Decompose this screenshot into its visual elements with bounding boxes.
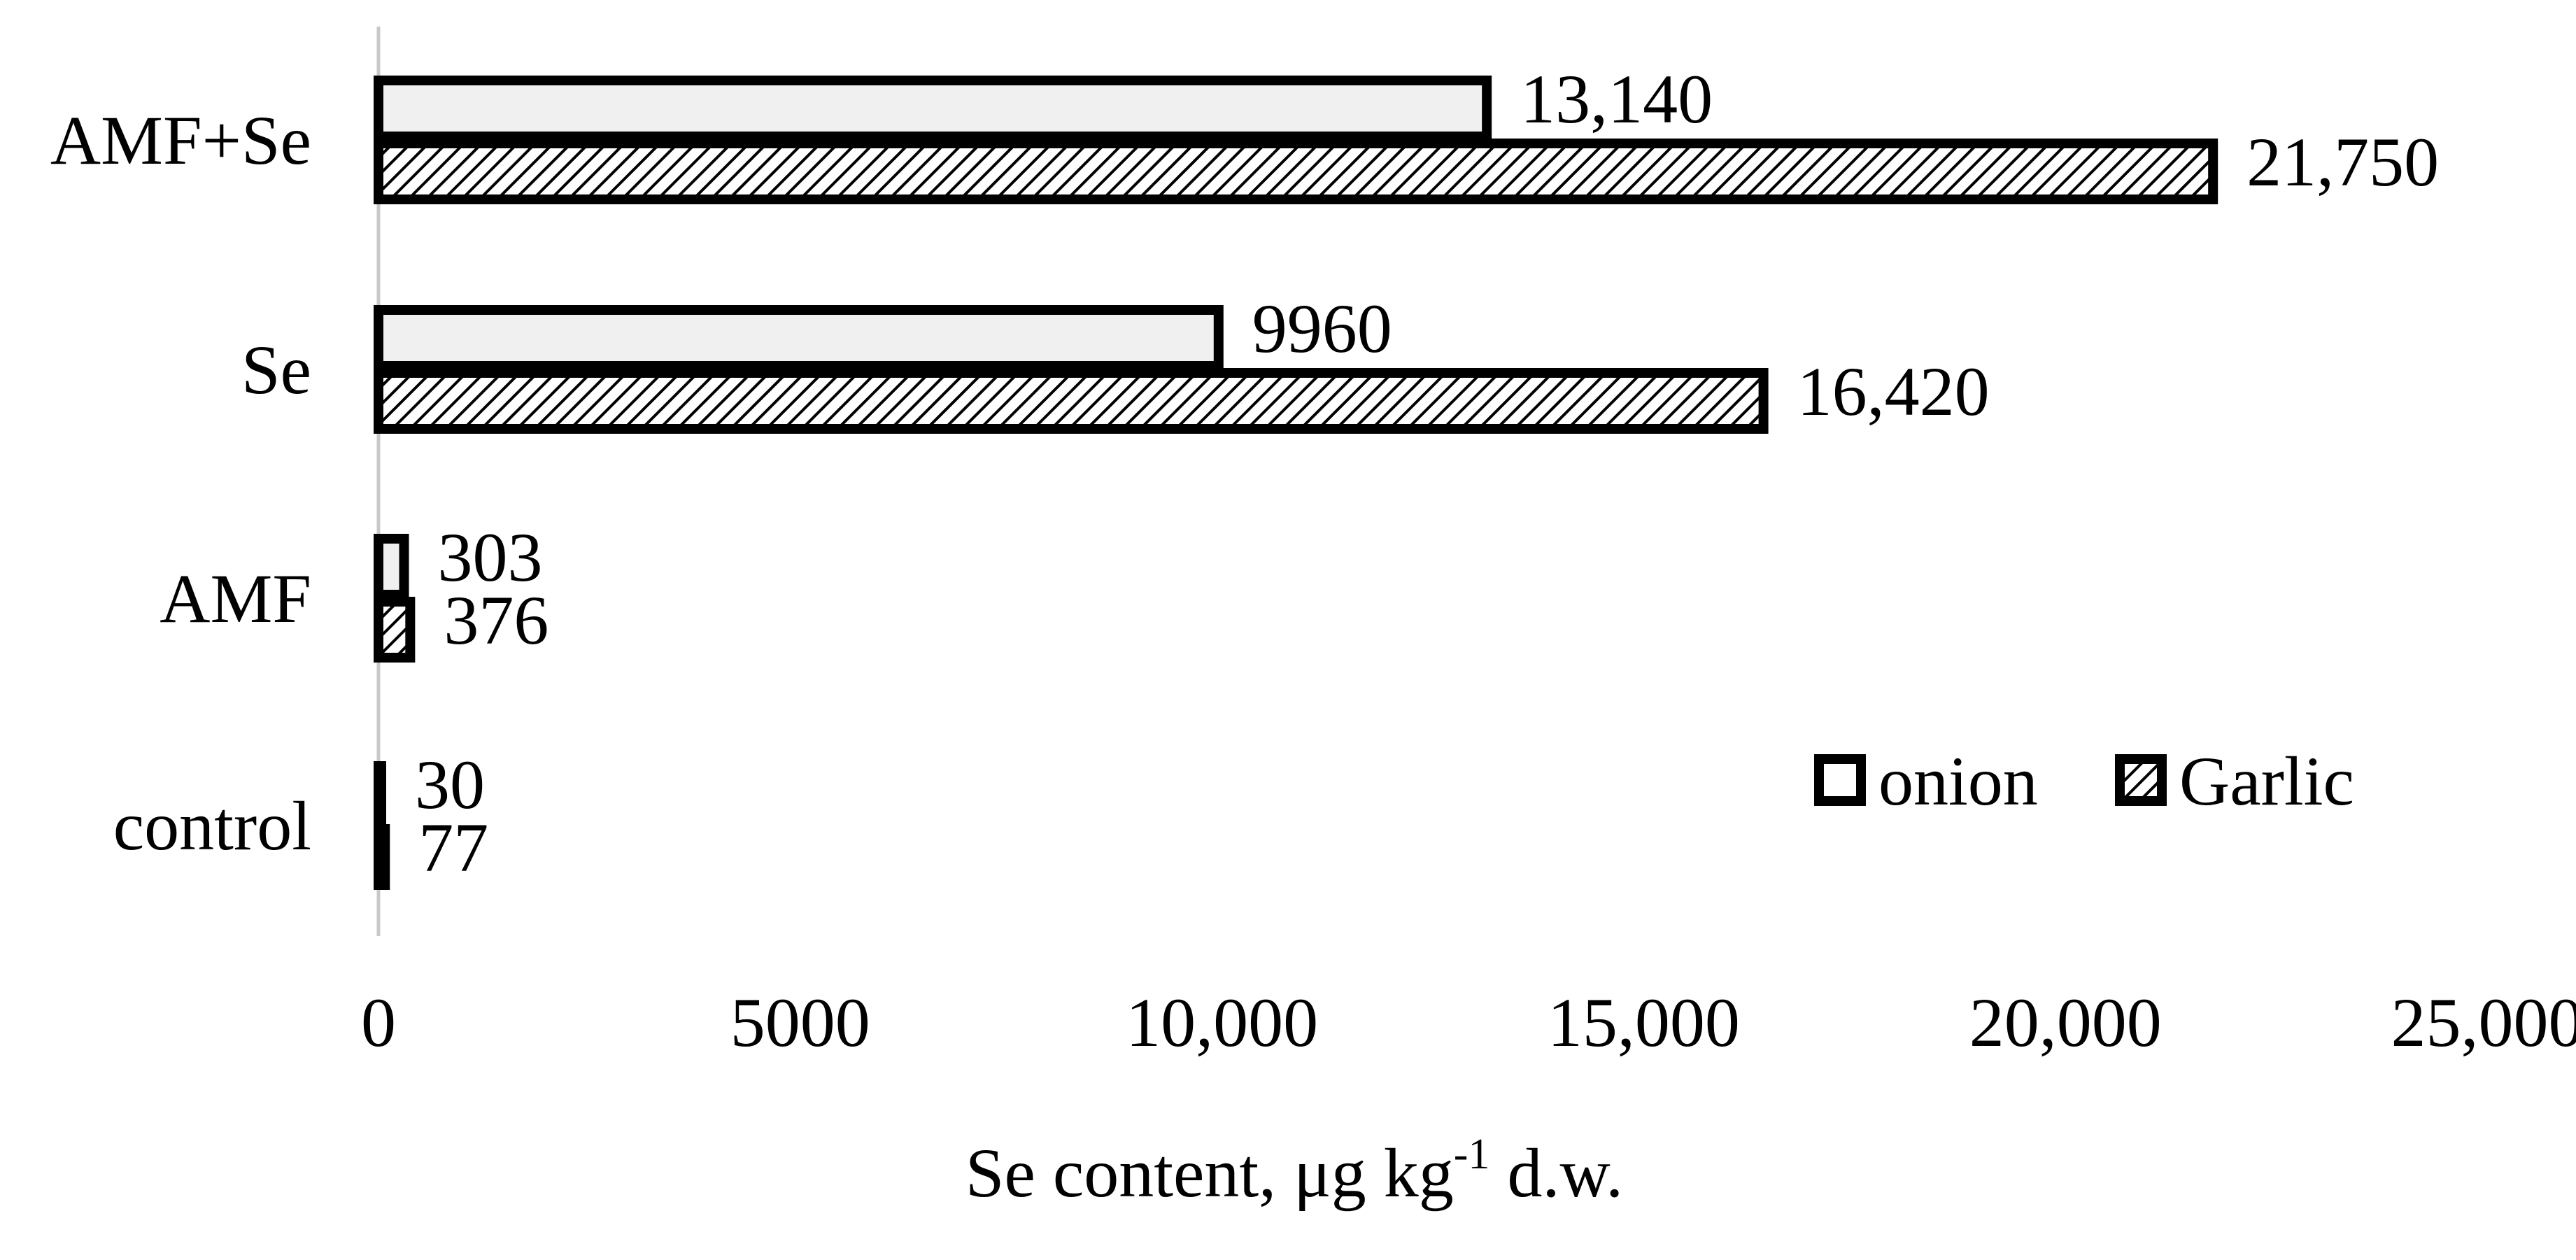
legend-swatch-onion [1814,754,1866,806]
x-tick-label: 0 [361,984,396,1061]
legend: onion Garlic [1814,742,2354,820]
x-tick-label: 5000 [730,984,870,1061]
category-label-amf-se: AMF+Se [50,101,311,179]
bar-garlic-se [374,368,1769,434]
x-axis-title: Se content, μg kg-1 d.w. [965,1131,1623,1212]
x-tick-label: 15,000 [1548,984,1740,1061]
x-tick-label: 25,000 [2391,984,2576,1061]
bar-garlic-control [374,824,390,890]
bar-onion-amf [374,534,409,600]
x-tick-label: 10,000 [1126,984,1318,1061]
category-label-se: Se [241,331,311,409]
data-label-garlic-amf-se: 21,750 [2246,123,2439,201]
data-label-onion-control: 30 [415,746,485,823]
data-label-garlic-se: 16,420 [1797,353,1990,430]
bar-garlic-amf-se [374,139,2218,204]
data-label-onion-amf-se: 13,140 [1520,60,1713,138]
bar-onion-se [374,305,1224,371]
legend-swatch-garlic [2115,754,2167,806]
bar-onion-amf-se [374,76,1492,141]
data-label-onion-amf: 303 [438,518,543,596]
category-label-amf: AMF [160,560,311,637]
legend-label-onion: onion [1878,742,2038,820]
legend-label-garlic: Garlic [2179,742,2354,820]
data-label-garlic-amf: 376 [444,581,549,659]
x-tick-label: 20,000 [1969,984,2162,1061]
category-label-control: control [113,787,311,865]
bars-layer [374,76,2218,890]
data-label-onion-se: 9960 [1252,290,1392,367]
bar-garlic-amf [374,597,416,663]
data-label-garlic-control: 77 [418,809,488,886]
bar-onion-control [374,761,386,827]
